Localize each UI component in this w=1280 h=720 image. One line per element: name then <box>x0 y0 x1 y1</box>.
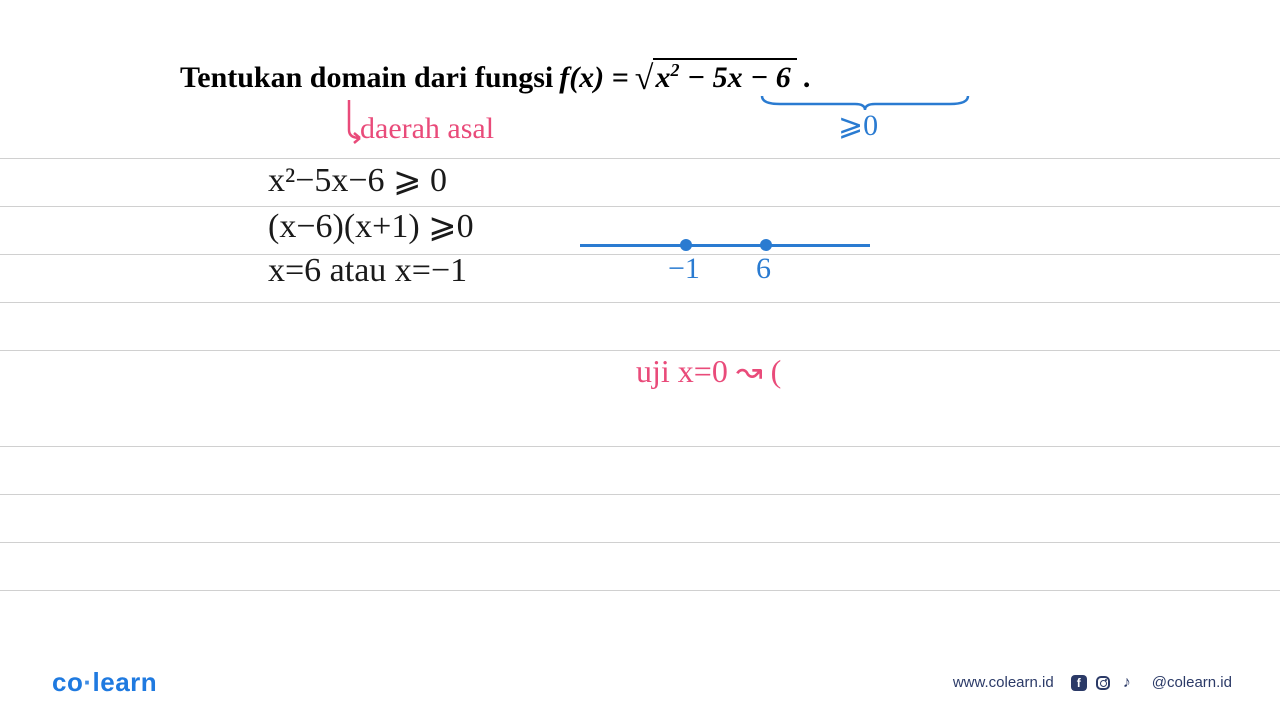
ruled-line <box>0 494 1280 495</box>
question-text: Tentukan domain dari fungsi f(x) = √ x2 … <box>180 58 810 95</box>
number-line-label: −1 <box>668 252 700 286</box>
page-root: Tentukan domain dari fungsi f(x) = √ x2 … <box>0 0 1280 720</box>
instagram-icon <box>1094 674 1112 692</box>
ruled-line <box>0 350 1280 351</box>
logo-dot: · <box>83 667 92 697</box>
work-line-1: x²−5x−6 ⩾ 0 <box>268 160 447 200</box>
logo-prefix: co <box>52 667 83 697</box>
number-line-axis <box>580 244 870 247</box>
number-line-dot <box>680 239 692 251</box>
ruled-line <box>0 446 1280 447</box>
annotation-daerah-asal: daerah asal <box>360 112 494 146</box>
footer: co·learn www.colearn.id f ♪ @colearn.id <box>0 667 1280 698</box>
social-icons: f ♪ <box>1070 674 1136 692</box>
question-period: . <box>803 61 811 95</box>
ruled-line <box>0 542 1280 543</box>
question-fx: f(x) = <box>559 61 629 95</box>
footer-handle: @colearn.id <box>1152 674 1232 691</box>
radicand-rest: − 5x − 6 <box>679 61 790 94</box>
question-prefix: Tentukan domain dari fungsi <box>180 61 553 95</box>
number-line: −1 6 <box>580 220 900 300</box>
radicand: x2 − 5x − 6 <box>653 58 796 95</box>
footer-right: www.colearn.id f ♪ @colearn.id <box>953 674 1232 692</box>
ruled-line <box>0 590 1280 591</box>
number-line-dot <box>760 239 772 251</box>
tiktok-icon: ♪ <box>1118 674 1136 692</box>
logo-suffix: learn <box>93 667 158 697</box>
work-line-3: x=6 atau x=−1 <box>268 252 467 290</box>
annotation-uji: uji x=0 ↝ ( <box>636 352 781 390</box>
sqrt-expression: √ x2 − 5x − 6 <box>635 58 797 95</box>
radicand-x: x <box>655 61 670 94</box>
radical-icon: √ <box>635 62 654 96</box>
number-line-label: 6 <box>756 252 771 286</box>
annotation-geq-zero: ⩾0 <box>838 108 878 143</box>
footer-website: www.colearn.id <box>953 674 1054 691</box>
work-line-2: (x−6)(x+1) ⩾0 <box>268 206 474 246</box>
ruled-line <box>0 206 1280 207</box>
brand-logo: co·learn <box>52 667 157 698</box>
ruled-line <box>0 158 1280 159</box>
ruled-line <box>0 302 1280 303</box>
facebook-icon: f <box>1070 674 1088 692</box>
